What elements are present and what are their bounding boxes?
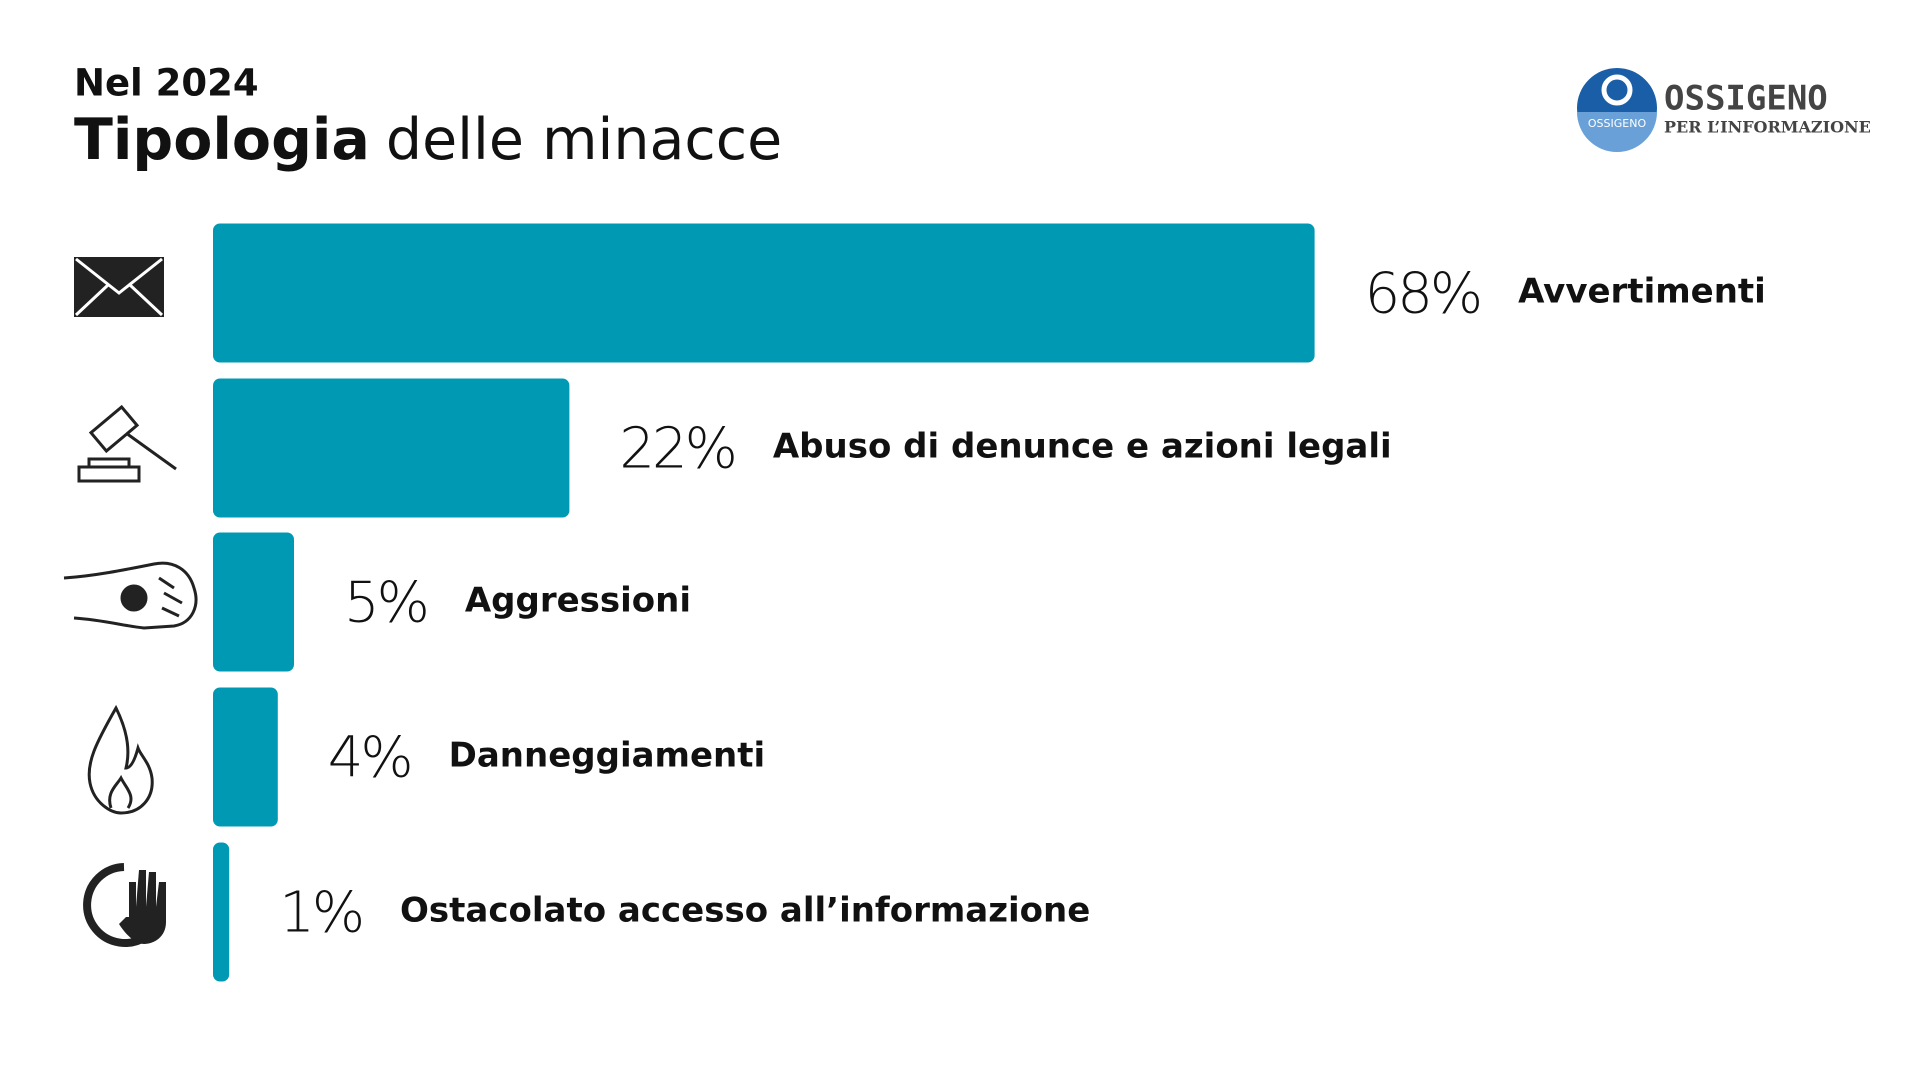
chart-subtitle: Nel 2024 <box>74 62 259 105</box>
bar <box>213 842 230 982</box>
category-label: Danneggiamenti <box>449 736 766 776</box>
logo-name: OSSIGENO <box>1664 79 1828 119</box>
category-label: Aggressioni <box>465 581 691 621</box>
bar <box>213 378 570 518</box>
title-bold: Tipologia <box>74 107 370 173</box>
value-label: 22% <box>619 416 734 481</box>
logo-ring <box>1601 74 1633 106</box>
bar <box>213 687 278 827</box>
icon-gavel <box>77 404 177 483</box>
chart-title: Tipologia delle minacce <box>74 107 782 173</box>
logo: OSSIGENO OSSIGENO PER L’INFORMAZIONE <box>1577 68 1871 152</box>
icon-flame <box>87 704 154 815</box>
value-label: 1% <box>279 880 362 945</box>
value-label: 4% <box>328 725 411 790</box>
bar <box>213 532 294 672</box>
icon-envelope <box>74 257 164 317</box>
bar <box>213 223 1315 363</box>
category-label: Abuso di denunce e azioni legali <box>773 427 1392 467</box>
logo-badge: OSSIGENO <box>1588 117 1647 130</box>
value-label: 68% <box>1365 261 1480 326</box>
category-label: Ostacolato accesso all’informazione <box>400 891 1090 931</box>
logo-lower <box>1577 112 1657 152</box>
category-label: Avvertimenti <box>1518 272 1766 312</box>
icon-fist <box>63 561 198 630</box>
icon-hand <box>83 863 166 947</box>
logo-tagline: PER L’INFORMAZIONE <box>1664 118 1871 137</box>
title-rest: delle minacce <box>386 107 782 173</box>
value-label: 5% <box>344 570 427 635</box>
